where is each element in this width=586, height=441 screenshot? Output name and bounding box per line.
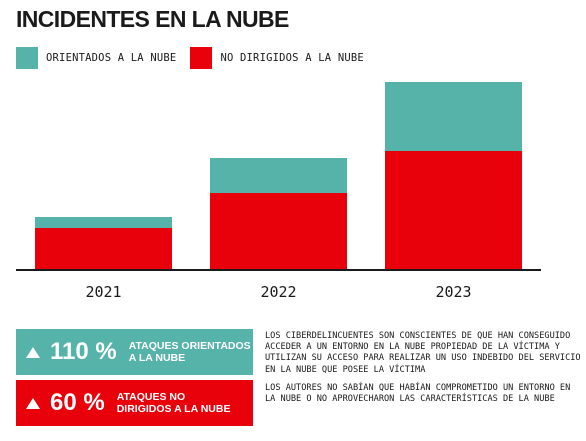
bar-2022-no-dirigidos-a-la-nube — [210, 193, 347, 270]
legend-swatch-red — [190, 47, 213, 69]
stat-description: LOS AUTORES NO SABÍAN QUE HABÍAN COMPROM… — [265, 383, 571, 405]
chart-title: INCIDENTES EN LA NUBE — [16, 6, 289, 32]
legend: ORIENTADOS A LA NUBE NO DIRIGIDOS A LA N… — [16, 47, 378, 69]
stat-value: 60 % — [50, 389, 105, 416]
stacked-bar-chart: 2021 2022 2023 — [16, 82, 541, 301]
legend-item-cloud-targeted: ORIENTADOS A LA NUBE — [16, 47, 176, 69]
bar-2023-orientados-a-la-nube — [385, 82, 522, 151]
legend-item-not-cloud-targeted: NO DIRIGIDOS A LA NUBE — [190, 47, 364, 69]
stat-label: ATAQUES NO DIRIGIDOS A LA NUBE — [116, 390, 231, 416]
stat-box-cloud-targeted: 110 % ATAQUES ORIENTADOS A LA NUBE — [16, 329, 253, 375]
bar-2023-no-dirigidos-a-la-nube — [385, 151, 522, 270]
bar-2021-orientados-a-la-nube — [35, 217, 172, 228]
triangle-up-icon — [26, 397, 40, 409]
bar-2021-no-dirigidos-a-la-nube — [35, 228, 172, 270]
legend-label: NO DIRIGIDOS A LA NUBE — [220, 52, 364, 64]
stat-box-not-cloud-targeted: 60 % ATAQUES NO DIRIGIDOS A LA NUBE — [16, 380, 253, 426]
bar-2022-orientados-a-la-nube — [210, 158, 347, 193]
x-tick-label: 2023 — [435, 283, 471, 301]
legend-label: ORIENTADOS A LA NUBE — [46, 52, 177, 64]
legend-swatch-teal — [16, 47, 38, 69]
x-tick-label: 2022 — [260, 283, 296, 301]
stat-value: 110 % — [50, 338, 117, 365]
stat-description: LOS CIBERDELINCUENTES SON CONSCIENTES DE… — [265, 331, 581, 375]
stat-label: ATAQUES ORIENTADOS A LA NUBE — [128, 339, 251, 365]
triangle-up-icon — [26, 346, 40, 358]
x-tick-label: 2021 — [85, 283, 121, 301]
